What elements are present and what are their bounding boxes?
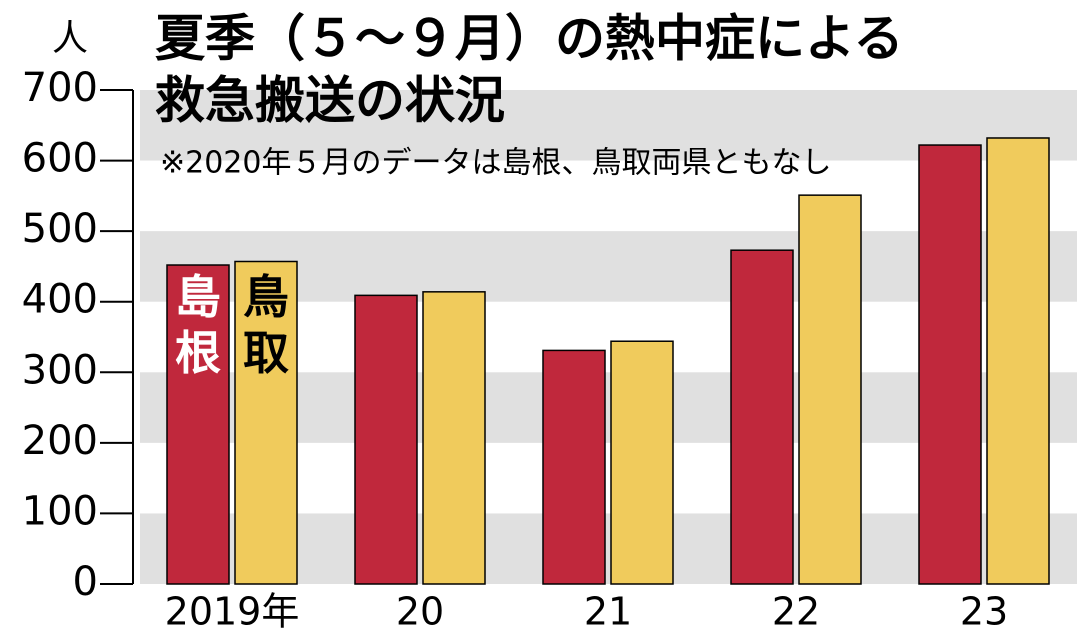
y-axis-unit: 人 — [52, 18, 88, 59]
bar — [918, 144, 982, 585]
bar — [234, 260, 298, 585]
bar — [798, 194, 862, 585]
x-tick-label: 2019年 — [165, 590, 300, 634]
x-tick-label: 23 — [960, 590, 1008, 634]
bar — [166, 264, 230, 585]
y-tick-label: 100 — [22, 488, 98, 534]
chart-title: 救急搬送の状況 — [155, 72, 505, 130]
bar — [610, 340, 674, 585]
bar — [986, 137, 1050, 585]
y-tick-label: 0 — [73, 559, 98, 605]
chart-subtitle: ※2020年５月のデータは島根、鳥取両県ともなし — [160, 146, 831, 181]
x-tick-label: 21 — [584, 590, 632, 634]
bar — [730, 249, 794, 585]
bar — [354, 294, 418, 585]
y-tick-label: 300 — [22, 347, 98, 393]
bar — [542, 349, 606, 585]
bar — [422, 291, 486, 585]
chart-title: 夏季（５～９月）の熱中症による — [155, 10, 904, 68]
y-tick-label: 400 — [22, 277, 98, 323]
legend-label: 鳥取 — [243, 270, 289, 380]
y-tick-label: 600 — [22, 136, 98, 182]
x-tick-label: 22 — [772, 590, 820, 634]
y-tick-label: 200 — [22, 418, 98, 464]
y-tick-label: 500 — [22, 206, 98, 252]
x-tick-label: 20 — [396, 590, 444, 634]
y-tick-label: 700 — [22, 65, 98, 111]
legend-label: 島根 — [175, 270, 221, 380]
